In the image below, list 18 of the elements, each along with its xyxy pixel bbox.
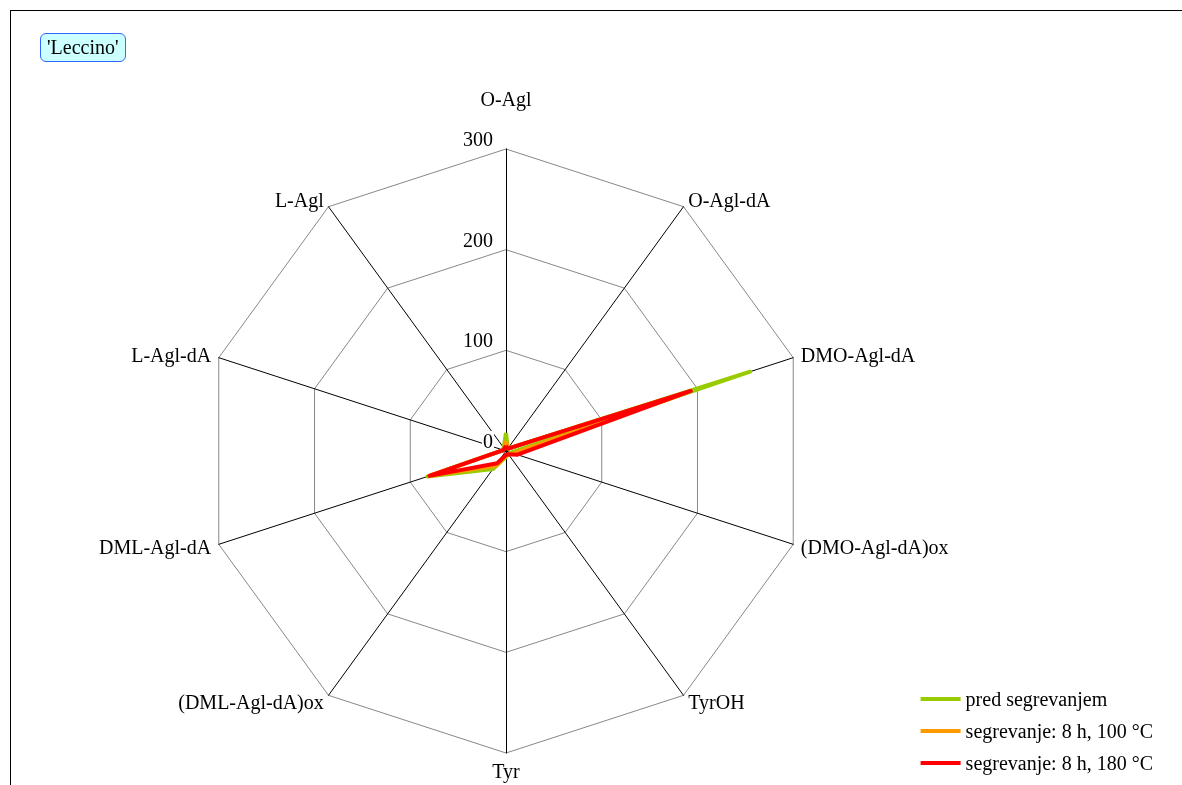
y-tick-label: 200 — [463, 228, 493, 251]
y-tick-label: 100 — [463, 329, 493, 352]
spoke-label: L-Agl-dA — [131, 344, 212, 368]
spoke-label: Tyr — [492, 760, 521, 783]
spoke-label: DML-Agl-dA — [98, 535, 212, 559]
chart-title: 'Leccino' — [40, 33, 126, 62]
y-tick-label: 0 — [483, 430, 493, 452]
y-tick-label: 300 — [463, 128, 493, 150]
spoke-label: O-Agl-dA — [688, 189, 771, 213]
legend-label: segrevanje: 8 h, 100 °C — [965, 720, 1153, 743]
spoke-label: O-Agl — [480, 88, 532, 112]
legend-label: segrevanje: 8 h, 180 °C — [965, 752, 1153, 775]
spoke-label: (DMO-Agl-dA)ox — [800, 535, 949, 559]
legend-label: pred segrevanjem — [965, 688, 1108, 711]
spoke-label: (DML-Agl-dA)ox — [178, 690, 324, 714]
spoke-label: TyrOH — [688, 690, 745, 714]
spoke-label: L-Agl — [274, 189, 325, 213]
spoke-label: DMO-Agl-dA — [800, 344, 916, 368]
